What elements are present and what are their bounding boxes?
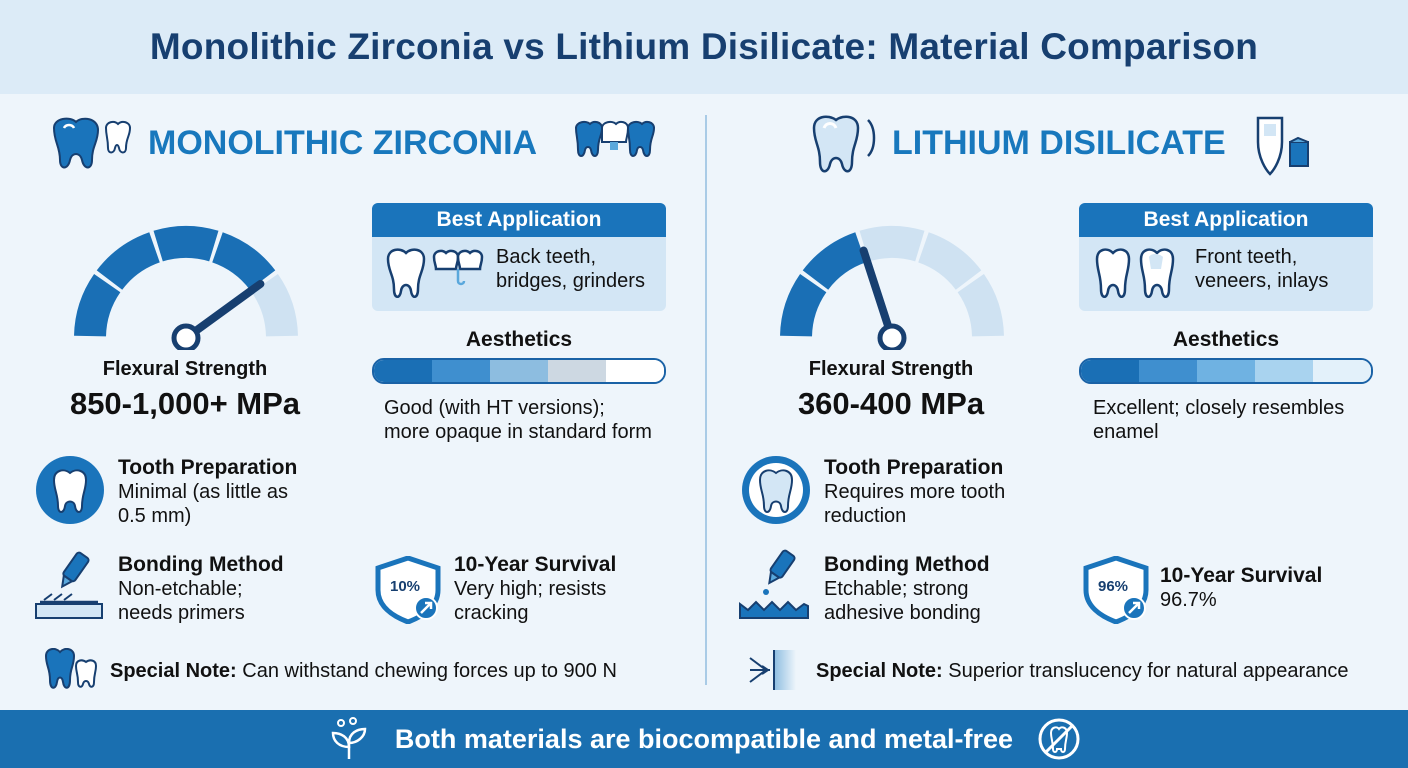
footer-banner: Both materials are biocompatible and met…	[0, 710, 1408, 768]
gauge-segment	[780, 273, 827, 337]
note-label: Special Note:	[816, 660, 943, 682]
strength-value: 850-1,000+ MPa	[69, 386, 301, 421]
no-metal-icon	[1038, 718, 1080, 760]
aesthetics-title: Aesthetics	[465, 328, 573, 351]
bonding-text-1: Etchable; strong	[824, 578, 969, 600]
aesthetics-bar	[1079, 358, 1373, 384]
molar-icon	[52, 117, 132, 169]
bonding-title: Bonding Method	[824, 553, 990, 576]
survival-title: 10-Year Survival	[1160, 564, 1323, 587]
gauge-segment	[251, 273, 298, 337]
aesthetics-text-1: Good (with HT versions);	[384, 397, 605, 419]
best-application-box: Best Application Back teeth, bridges, gr…	[372, 203, 666, 311]
prep-text-1: Requires more tooth	[824, 481, 1006, 503]
column-divider	[705, 115, 707, 685]
survival-text-2: cracking	[454, 602, 529, 624]
bonding-etch-icon	[739, 549, 809, 619]
back-teeth-icon	[386, 248, 484, 298]
strength-label: Flexural Strength	[808, 358, 974, 380]
aesthetics-bar	[372, 358, 666, 384]
prep-title: Tooth Preparation	[824, 456, 1004, 479]
veneer-icon	[1256, 116, 1309, 176]
gauge-segment	[918, 232, 982, 290]
note-label: Special Note:	[110, 660, 237, 682]
bonding-primer-icon	[35, 551, 103, 619]
strength-gauge	[74, 226, 298, 350]
note-text: Can withstand chewing forces up to 900 N	[242, 660, 617, 682]
prep-text-2: 0.5 mm)	[118, 505, 192, 527]
gauge-segment	[153, 226, 219, 262]
survival-title: 10-Year Survival	[454, 553, 617, 576]
survival-shield-icon: 10%	[375, 556, 441, 624]
survival-text-1: Very high; resists	[454, 578, 607, 600]
teeth-note-icon	[44, 648, 98, 689]
page-header: Monolithic Zirconia vs Lithium Disilicat…	[0, 0, 1408, 94]
footer-text: Both materials are biocompatible and met…	[394, 723, 1014, 754]
prep-text-2: reduction	[824, 505, 907, 527]
bonding-text-1: Non-etchable;	[118, 578, 243, 600]
gauge-segment	[96, 232, 160, 290]
zirconia-column: MONOLITHIC ZIRCONIA Flexural Strength 85…	[0, 94, 704, 710]
bonding-text-2: needs primers	[118, 602, 245, 624]
strength-label: Flexural Strength	[102, 358, 268, 380]
application-text-2: veneers, inlays	[1195, 270, 1329, 292]
survival-badge: 96%	[1098, 578, 1128, 595]
application-text-2: bridges, grinders	[496, 270, 645, 292]
note-text: Superior translucency for natural appear…	[948, 660, 1349, 682]
application-text-1: Back teeth,	[496, 246, 597, 268]
aesthetics-text-2: enamel	[1093, 421, 1159, 443]
bonding-text-2: adhesive bonding	[824, 602, 981, 624]
lithium-column: LITHIUM DISILICATE Flexural Strength 360…	[706, 94, 1408, 710]
strength-gauge	[780, 226, 1004, 350]
leaf-icon	[331, 717, 367, 759]
aesthetics-title: Aesthetics	[1172, 328, 1280, 351]
gauge-segment	[74, 273, 121, 337]
incisor-icon	[812, 115, 876, 173]
best-application-title: Best Application	[1079, 203, 1373, 237]
zirconia-heading: MONOLITHIC ZIRCONIA	[148, 124, 538, 162]
special-note: Special Note: Can withstand chewing forc…	[110, 660, 617, 683]
gauge-segment	[212, 232, 276, 290]
front-teeth-icon	[1095, 248, 1175, 298]
translucency-icon	[749, 650, 796, 690]
survival-text-1: 96.7%	[1160, 589, 1217, 611]
tooth-preparation-icon	[742, 456, 810, 524]
prep-text-1: Minimal (as little as	[118, 481, 289, 503]
page-title: Monolithic Zirconia vs Lithium Disilicat…	[149, 26, 1259, 67]
tooth-preparation-icon	[36, 456, 104, 524]
gauge-segment	[859, 226, 925, 262]
strength-value: 360-400 MPa	[797, 386, 985, 421]
best-application-box: Best Application Front teeth, veneers, i…	[1079, 203, 1373, 311]
best-application-title: Best Application	[372, 203, 666, 237]
bonding-title: Bonding Method	[118, 553, 284, 576]
survival-shield-icon: 96%	[1083, 556, 1149, 624]
gauge-segment	[802, 232, 866, 290]
application-text-1: Front teeth,	[1195, 246, 1298, 268]
special-note: Special Note: Superior translucency for …	[816, 660, 1349, 683]
survival-badge: 10%	[390, 578, 420, 595]
aesthetics-text-1: Excellent; closely resembles	[1093, 397, 1345, 419]
gauge-segment	[957, 273, 1004, 337]
aesthetics-text-2: more opaque in standard form	[384, 421, 652, 443]
prep-title: Tooth Preparation	[118, 456, 298, 479]
lithium-heading: LITHIUM DISILICATE	[892, 124, 1226, 162]
bridge-icon	[574, 120, 656, 157]
